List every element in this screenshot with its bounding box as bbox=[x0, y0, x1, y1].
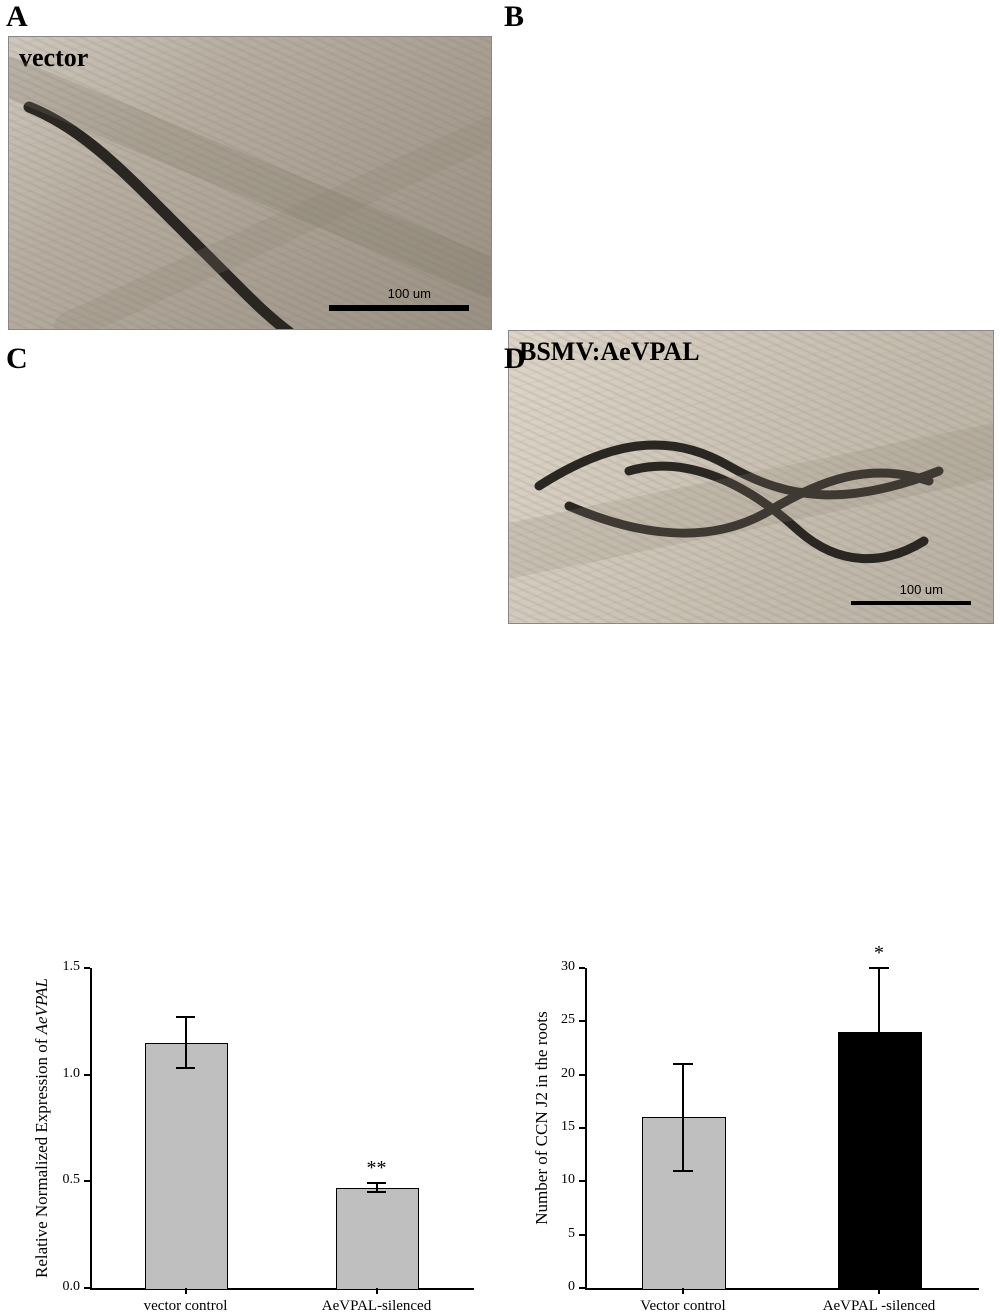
panel-b-scalebar bbox=[851, 601, 971, 605]
xtick bbox=[682, 1288, 684, 1294]
errorcap bbox=[673, 1063, 693, 1065]
ytick bbox=[579, 1287, 585, 1289]
yticklabel: 0 bbox=[539, 1279, 575, 1295]
xtick bbox=[376, 1288, 378, 1294]
errorcap bbox=[367, 1191, 386, 1193]
panel-b-micrograph: BSMV:AeVPAL 100 um bbox=[508, 330, 994, 624]
ytick bbox=[579, 967, 585, 969]
bar bbox=[145, 1043, 227, 1290]
category-label: vector control bbox=[90, 1298, 281, 1315]
category-label: Vector control bbox=[585, 1298, 781, 1315]
errorbar bbox=[878, 968, 880, 1096]
ytick bbox=[84, 1180, 90, 1182]
errorcap bbox=[176, 1016, 195, 1018]
yticklabel: 10 bbox=[539, 1172, 575, 1188]
panel-tag-c: C bbox=[6, 342, 28, 376]
nematodes-b bbox=[509, 331, 993, 623]
significance-mark: ** bbox=[362, 1157, 392, 1180]
panel-a-scalebar bbox=[329, 305, 469, 311]
significance-mark: * bbox=[864, 942, 894, 965]
panel-tag-d: D bbox=[504, 342, 526, 376]
ytick bbox=[579, 1180, 585, 1182]
bar bbox=[336, 1188, 418, 1290]
yticklabel: 30 bbox=[539, 959, 575, 975]
panel-d-yaxis bbox=[585, 968, 587, 1290]
panel-b-scalebar-text: 100 um bbox=[900, 582, 943, 597]
yticklabel: 0.5 bbox=[44, 1172, 80, 1188]
errorcap bbox=[869, 1095, 889, 1097]
panel-c-yaxis bbox=[90, 968, 92, 1290]
errorbar bbox=[682, 1064, 684, 1171]
yticklabel: 1.0 bbox=[44, 1066, 80, 1082]
ytick bbox=[84, 1074, 90, 1076]
panel-a-scalebar-text: 100 um bbox=[388, 286, 431, 301]
xtick bbox=[878, 1288, 880, 1294]
errorcap bbox=[869, 967, 889, 969]
errorcap bbox=[176, 1067, 195, 1069]
errorbar bbox=[185, 1017, 187, 1068]
ytick bbox=[84, 967, 90, 969]
yticklabel: 5 bbox=[539, 1226, 575, 1242]
ytick bbox=[579, 1127, 585, 1129]
category-label: AeVPAL -silenced bbox=[781, 1298, 977, 1315]
xtick bbox=[185, 1288, 187, 1294]
ytick bbox=[84, 1287, 90, 1289]
yticklabel: 15 bbox=[539, 1119, 575, 1135]
yticklabel: 25 bbox=[539, 1012, 575, 1028]
errorcap bbox=[673, 1170, 693, 1172]
yticklabel: 0.0 bbox=[44, 1279, 80, 1295]
yticklabel: 1.5 bbox=[44, 959, 80, 975]
yticklabel: 20 bbox=[539, 1066, 575, 1082]
errorcap bbox=[367, 1182, 386, 1184]
panel-a-micrograph: vector 100 um bbox=[8, 36, 492, 330]
panel-c-ylabel: Relative Normalized Expression of AeVPAL bbox=[32, 968, 52, 1288]
category-label: AeVPAL-silenced bbox=[281, 1298, 472, 1315]
panel-tag-b: B bbox=[504, 0, 524, 34]
panel-tag-a: A bbox=[6, 0, 28, 34]
ytick bbox=[579, 1020, 585, 1022]
ytick bbox=[579, 1074, 585, 1076]
ytick bbox=[579, 1234, 585, 1236]
